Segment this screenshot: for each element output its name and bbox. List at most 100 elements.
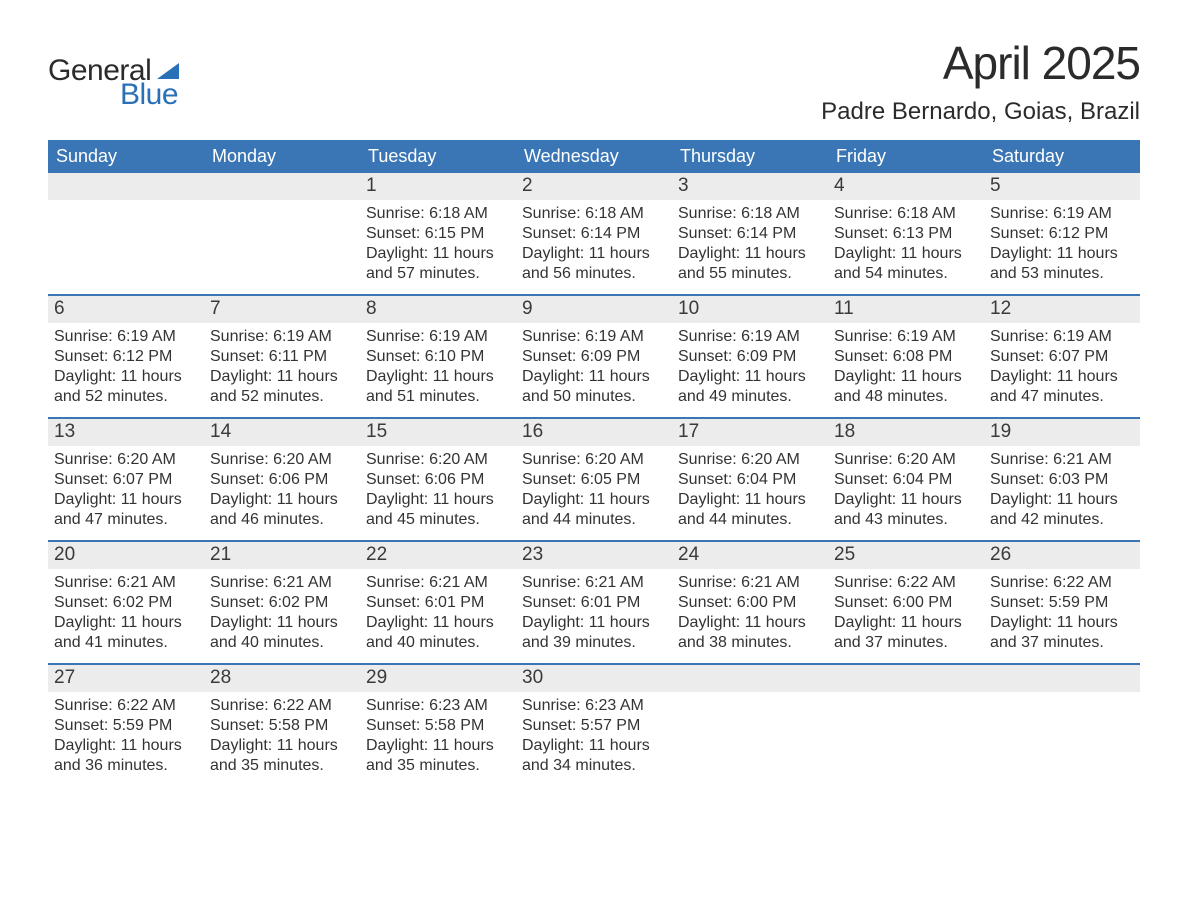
calendar-week: 20Sunrise: 6:21 AMSunset: 6:02 PMDayligh… [48,540,1140,663]
day-body: Sunrise: 6:19 AMSunset: 6:12 PMDaylight:… [990,204,1134,284]
calendar-day: 21Sunrise: 6:21 AMSunset: 6:02 PMDayligh… [204,542,360,663]
sunset-line: Sunset: 6:00 PM [834,593,978,613]
day-number: 18 [828,419,984,446]
calendar-day: 18 Sunrise: 6:20 AMSunset: 6:04 PMDayligh… [828,419,984,540]
sunset-line: Sunset: 6:02 PM [54,593,198,613]
sunset-line: Sunset: 6:11 PM [210,347,354,367]
calendar-day: 30 Sunrise: 6:23 AMSunset: 5:57 PMDayligh… [516,665,672,786]
day-body: Sunrise: 6:21 AMSunset: 6:01 PMDaylight:… [366,573,510,653]
day-body: Sunrise: 6:19 AMSunset: 6:09 PMDaylight:… [678,327,822,407]
sunrise-line: Sunrise: 6:18 AM [366,204,510,224]
calendar-day: 29 Sunrise: 6:23 AMSunset: 5:58 PMDayligh… [360,665,516,786]
sunrise-line: Sunrise: 6:20 AM [834,450,978,470]
calendar-day: 23Sunrise: 6:21 AMSunset: 6:01 PMDayligh… [516,542,672,663]
calendar-day-blank [48,173,204,294]
calendar: SundayMondayTuesdayWednesdayThursdayFrid… [48,140,1140,786]
daylight-line: Daylight: 11 hours and 56 minutes. [522,244,666,284]
location-subtitle: Padre Bernardo, Goias, Brazil [821,98,1140,126]
daylight-line: Daylight: 11 hours and 45 minutes. [366,490,510,530]
sunrise-line: Sunrise: 6:19 AM [210,327,354,347]
daylight-line: Daylight: 11 hours and 40 minutes. [366,613,510,653]
calendar-week: 6Sunrise: 6:19 AMSunset: 6:12 PMDaylight… [48,294,1140,417]
day-number [984,665,1140,692]
calendar-day: 26Sunrise: 6:22 AMSunset: 5:59 PMDayligh… [984,542,1140,663]
daylight-line: Daylight: 11 hours and 35 minutes. [210,736,354,776]
calendar-week: 1Sunrise: 6:18 AMSunset: 6:15 PMDaylight… [48,173,1140,294]
sunrise-line: Sunrise: 6:22 AM [54,696,198,716]
day-body: Sunrise: 6:20 AMSunset: 6:05 PMDaylight:… [522,450,666,530]
calendar-day: 24Sunrise: 6:21 AMSunset: 6:00 PMDayligh… [672,542,828,663]
sunset-line: Sunset: 6:12 PM [54,347,198,367]
sunset-line: Sunset: 6:09 PM [678,347,822,367]
daylight-line: Daylight: 11 hours and 35 minutes. [366,736,510,776]
daylight-line: Daylight: 11 hours and 51 minutes. [366,367,510,407]
calendar-day-blank [984,665,1140,786]
sunrise-line: Sunrise: 6:20 AM [366,450,510,470]
day-body: Sunrise: 6:18 AMSunset: 6:14 PMDaylight:… [678,204,822,284]
day-number: 13 [48,419,204,446]
weekday-header-monday: Monday [204,140,360,173]
calendar-day: 8 Sunrise: 6:19 AMSunset: 6:10 PMDaylight… [360,296,516,417]
page-title: April 2025 [821,36,1140,90]
calendar-day: 22Sunrise: 6:21 AMSunset: 6:01 PMDayligh… [360,542,516,663]
day-number: 8 [360,296,516,323]
day-number: 30 [516,665,672,692]
sunset-line: Sunset: 6:12 PM [990,224,1134,244]
calendar-day-blank [204,173,360,294]
day-body: Sunrise: 6:23 AMSunset: 5:57 PMDaylight:… [522,696,666,776]
day-body: Sunrise: 6:19 AMSunset: 6:09 PMDaylight:… [522,327,666,407]
sunrise-line: Sunrise: 6:19 AM [54,327,198,347]
day-body: Sunrise: 6:19 AMSunset: 6:10 PMDaylight:… [366,327,510,407]
day-number: 14 [204,419,360,446]
calendar-day: 16 Sunrise: 6:20 AMSunset: 6:05 PMDayligh… [516,419,672,540]
calendar-week: 27Sunrise: 6:22 AMSunset: 5:59 PMDayligh… [48,663,1140,786]
sunset-line: Sunset: 6:04 PM [834,470,978,490]
sunrise-line: Sunrise: 6:23 AM [522,696,666,716]
sunrise-line: Sunrise: 6:23 AM [366,696,510,716]
weekday-header-sunday: Sunday [48,140,204,173]
day-body: Sunrise: 6:21 AMSunset: 6:00 PMDaylight:… [678,573,822,653]
sunrise-line: Sunrise: 6:21 AM [678,573,822,593]
sunrise-line: Sunrise: 6:21 AM [522,573,666,593]
day-number [672,665,828,692]
day-body: Sunrise: 6:20 AMSunset: 6:06 PMDaylight:… [210,450,354,530]
day-number: 16 [516,419,672,446]
day-number: 10 [672,296,828,323]
day-number [828,665,984,692]
day-number: 17 [672,419,828,446]
calendar-day: 3Sunrise: 6:18 AMSunset: 6:14 PMDaylight… [672,173,828,294]
day-body: Sunrise: 6:22 AMSunset: 5:58 PMDaylight:… [210,696,354,776]
sunset-line: Sunset: 6:08 PM [834,347,978,367]
weekday-header-wednesday: Wednesday [516,140,672,173]
calendar-day-blank [672,665,828,786]
calendar-day: 13Sunrise: 6:20 AMSunset: 6:07 PMDayligh… [48,419,204,540]
weekday-header-friday: Friday [828,140,984,173]
calendar-day: 12Sunrise: 6:19 AMSunset: 6:07 PMDayligh… [984,296,1140,417]
title-block: April 2025 Padre Bernardo, Goias, Brazil [821,36,1140,126]
sunset-line: Sunset: 6:05 PM [522,470,666,490]
calendar-day: 1Sunrise: 6:18 AMSunset: 6:15 PMDaylight… [360,173,516,294]
sunset-line: Sunset: 6:07 PM [990,347,1134,367]
day-number: 15 [360,419,516,446]
daylight-line: Daylight: 11 hours and 50 minutes. [522,367,666,407]
sunset-line: Sunset: 5:58 PM [366,716,510,736]
day-number [48,173,204,200]
day-number: 11 [828,296,984,323]
day-number: 2 [516,173,672,200]
sunrise-line: Sunrise: 6:20 AM [522,450,666,470]
daylight-line: Daylight: 11 hours and 44 minutes. [678,490,822,530]
brand-logo: General Blue [48,54,189,112]
sunset-line: Sunset: 5:59 PM [990,593,1134,613]
calendar-day: 6Sunrise: 6:19 AMSunset: 6:12 PMDaylight… [48,296,204,417]
day-body: Sunrise: 6:21 AMSunset: 6:02 PMDaylight:… [54,573,198,653]
weekday-header-saturday: Saturday [984,140,1140,173]
calendar-day: 28Sunrise: 6:22 AMSunset: 5:58 PMDayligh… [204,665,360,786]
calendar-day: 10 Sunrise: 6:19 AMSunset: 6:09 PMDayligh… [672,296,828,417]
sunrise-line: Sunrise: 6:18 AM [834,204,978,224]
day-number: 29 [360,665,516,692]
day-number: 21 [204,542,360,569]
day-body: Sunrise: 6:20 AMSunset: 6:04 PMDaylight:… [834,450,978,530]
sunrise-line: Sunrise: 6:19 AM [990,327,1134,347]
sunset-line: Sunset: 5:57 PM [522,716,666,736]
calendar-week: 13Sunrise: 6:20 AMSunset: 6:07 PMDayligh… [48,417,1140,540]
